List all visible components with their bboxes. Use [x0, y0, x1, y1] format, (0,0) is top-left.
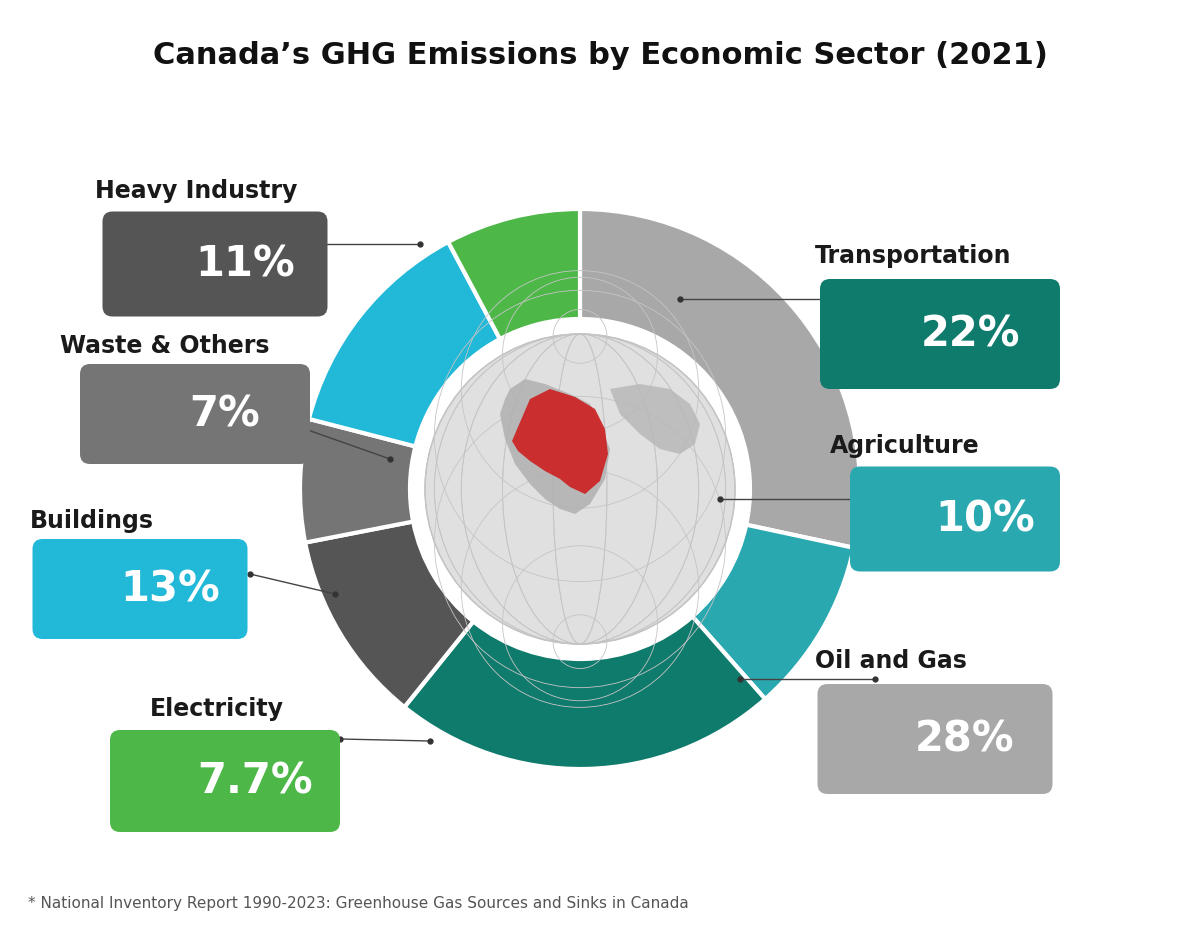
Wedge shape: [692, 525, 853, 699]
Polygon shape: [512, 389, 608, 494]
Wedge shape: [300, 419, 415, 543]
Text: 10%: 10%: [935, 498, 1034, 540]
Text: Canada’s GHG Emissions by Economic Sector (2021): Canada’s GHG Emissions by Economic Secto…: [152, 41, 1048, 70]
Wedge shape: [580, 209, 860, 548]
Wedge shape: [305, 522, 473, 707]
Polygon shape: [500, 379, 610, 514]
Text: Transportation: Transportation: [815, 244, 1012, 268]
Text: 7%: 7%: [190, 393, 260, 435]
Text: 11%: 11%: [196, 243, 295, 285]
Text: 28%: 28%: [916, 718, 1015, 760]
FancyBboxPatch shape: [32, 539, 247, 639]
Polygon shape: [610, 384, 700, 454]
Text: 7.7%: 7.7%: [197, 760, 313, 802]
Text: Heavy Industry: Heavy Industry: [95, 179, 298, 203]
Text: Oil and Gas: Oil and Gas: [815, 649, 967, 673]
FancyBboxPatch shape: [80, 364, 310, 464]
Wedge shape: [448, 209, 580, 339]
Circle shape: [425, 334, 734, 644]
Circle shape: [410, 319, 750, 659]
Text: Buildings: Buildings: [30, 509, 154, 533]
Text: 13%: 13%: [120, 568, 220, 610]
Text: * National Inventory Report 1990-2023: Greenhouse Gas Sources and Sinks in Canad: * National Inventory Report 1990-2023: G…: [28, 896, 689, 911]
Wedge shape: [308, 242, 500, 446]
FancyBboxPatch shape: [820, 279, 1060, 389]
FancyBboxPatch shape: [110, 730, 340, 832]
Wedge shape: [404, 617, 766, 769]
Text: Agriculture: Agriculture: [830, 434, 979, 458]
FancyBboxPatch shape: [850, 467, 1060, 571]
FancyBboxPatch shape: [102, 212, 328, 317]
Text: Waste & Others: Waste & Others: [60, 334, 270, 358]
FancyBboxPatch shape: [817, 684, 1052, 794]
Text: Electricity: Electricity: [150, 697, 284, 721]
Text: 22%: 22%: [920, 313, 1020, 355]
